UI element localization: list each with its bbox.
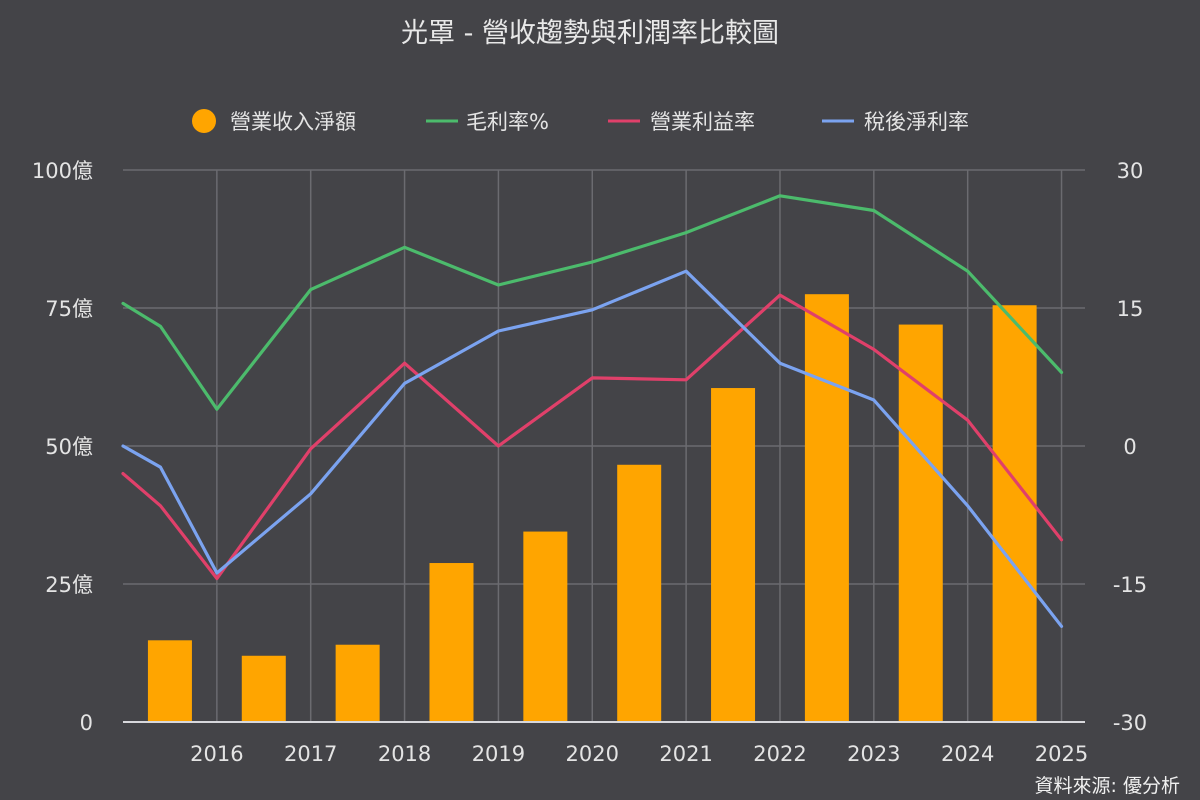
x-tick-label: 2016: [190, 742, 243, 766]
revenue-bar[interactable]: [711, 388, 756, 722]
revenue-bar[interactable]: [992, 305, 1037, 722]
revenue-bar[interactable]: [429, 563, 474, 722]
y-right-tick-label: 15: [1117, 297, 1144, 321]
y-right-tick-label: -15: [1113, 573, 1147, 597]
net-margin-line[interactable]: [121, 269, 1064, 628]
legend-item-revenue[interactable]: 營業收入淨額: [192, 109, 356, 134]
x-tick-label: 2024: [941, 742, 994, 766]
gross-margin-line[interactable]: [121, 194, 1064, 411]
legend-label-gross-margin: 毛利率%: [466, 110, 549, 134]
legend-item-gross-margin[interactable]: 毛利率%: [426, 110, 549, 134]
legend-swatch-revenue: [192, 109, 216, 133]
revenue-bar[interactable]: [617, 464, 662, 722]
x-tick-label: 2019: [472, 742, 525, 766]
gridlines: [123, 169, 1085, 722]
revenue-bar[interactable]: [241, 655, 286, 722]
legend: 營業收入淨額 毛利率% 營業利益率 稅後淨利率: [192, 109, 969, 134]
legend-label-revenue: 營業收入淨額: [230, 110, 356, 134]
legend-item-operating-margin[interactable]: 營業利益率: [608, 110, 755, 134]
y-right-tick-label: 0: [1123, 435, 1136, 459]
y-left-tick-label: 25億: [45, 573, 93, 597]
x-tick-label: 2020: [566, 742, 619, 766]
y-right-tick-label: 30: [1117, 159, 1144, 183]
y-right-tick-label: -30: [1113, 711, 1147, 735]
y-left-tick-label: 0: [80, 711, 93, 735]
y-left-tick-label: 100億: [32, 159, 93, 183]
x-tick-label: 2021: [659, 742, 712, 766]
x-tick-label: 2025: [1035, 742, 1088, 766]
y-left-tick-label: 75億: [45, 297, 93, 321]
revenue-bar[interactable]: [147, 640, 192, 722]
x-tick-label: 2018: [378, 742, 431, 766]
revenue-bar[interactable]: [335, 644, 380, 722]
legend-item-net-margin[interactable]: 稅後淨利率: [822, 110, 969, 134]
axes: 0 25億 50億 75億 100億 -30 -15 0 15 30 2016 2017 2018 201…: [32, 159, 1147, 766]
operating-margin-line[interactable]: [121, 293, 1064, 581]
revenue-bar[interactable]: [523, 531, 568, 722]
chart-title: 光罩 - 營收趨勢與利潤率比較圖: [401, 18, 779, 49]
revenue-bar[interactable]: [804, 294, 849, 722]
legend-label-operating-margin: 營業利益率: [650, 110, 755, 134]
x-tick-label: 2022: [753, 742, 806, 766]
x-tick-label: 2017: [284, 742, 337, 766]
revenue-bar[interactable]: [898, 324, 943, 722]
legend-label-net-margin: 稅後淨利率: [864, 110, 969, 134]
revenue-bars: [147, 294, 1037, 722]
x-tick-label: 2023: [847, 742, 900, 766]
source-note: 資料來源: 優分析: [1035, 775, 1180, 797]
margin-lines: [121, 194, 1064, 628]
y-left-tick-label: 50億: [45, 435, 93, 459]
